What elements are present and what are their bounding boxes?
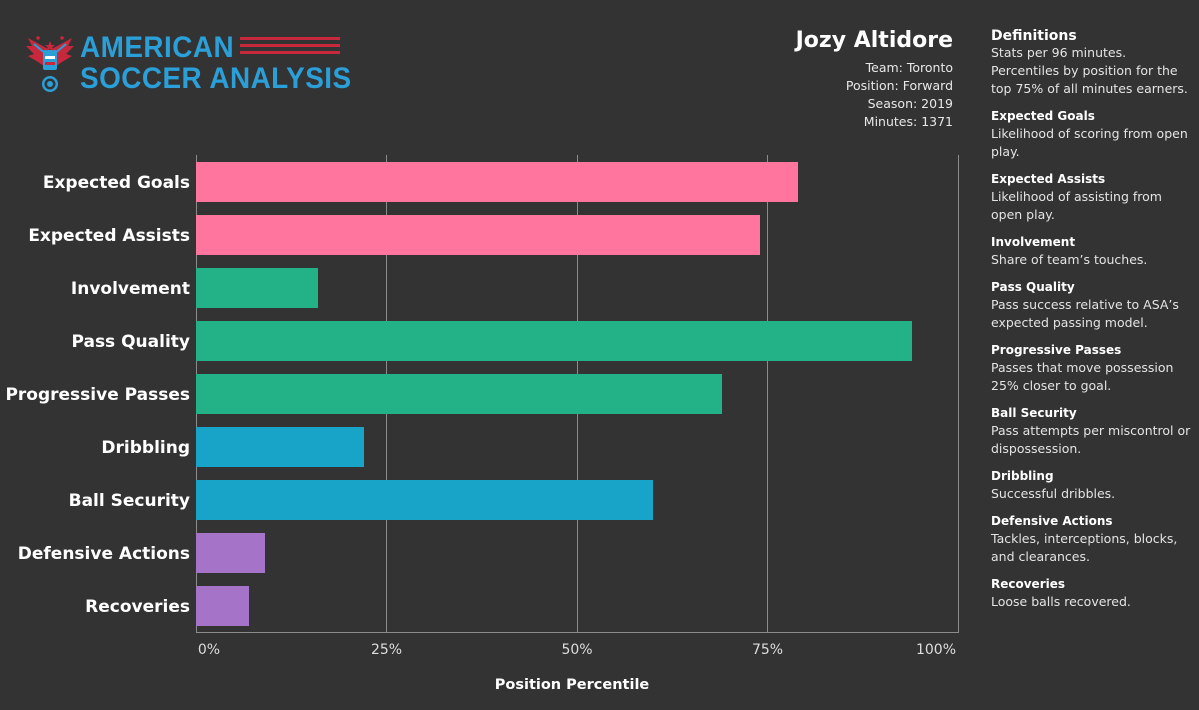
- definition-text: Passes that move possession 25% closer t…: [991, 360, 1174, 393]
- definition-text: Likelihood of scoring from open play.: [991, 126, 1188, 159]
- bar: [196, 268, 318, 308]
- player-season: Season: 2019: [867, 96, 953, 111]
- gridline-100: [957, 155, 959, 633]
- definition-text: Likelihood of assisting from open play.: [991, 189, 1162, 222]
- bar: [196, 321, 913, 361]
- bar: [196, 480, 654, 520]
- definition-item: Pass Quality Pass success relative to ASA…: [991, 279, 1195, 332]
- category-label: Dribbling: [101, 438, 190, 458]
- bar: [196, 162, 798, 202]
- definition-term: Expected Assists: [991, 172, 1106, 186]
- category-label: Pass Quality: [71, 332, 190, 352]
- definition-text: Pass attempts per miscontrol or disposse…: [991, 423, 1191, 456]
- gridline-75: [767, 155, 768, 633]
- definition-text: Loose balls recovered.: [991, 594, 1131, 609]
- eagle-emblem-icon: [26, 36, 74, 92]
- player-position: Position: Forward: [845, 78, 953, 93]
- definition-term: Ball Security: [991, 406, 1077, 420]
- logo-line-2: SOCCER ANALYSIS: [80, 62, 352, 95]
- definition-term: Pass Quality: [991, 280, 1075, 294]
- bar: [196, 586, 250, 626]
- category-label: Defensive Actions: [17, 544, 190, 564]
- category-label: Expected Goals: [42, 173, 190, 193]
- logo-line-1: AMERICAN: [80, 31, 235, 64]
- definition-term: Recoveries: [991, 577, 1066, 591]
- player-name: Jozy Altidore: [795, 28, 953, 53]
- x-tick-label: 75%: [751, 642, 784, 658]
- player-info: Jozy Altidore Team: Toronto Position: Fo…: [796, 28, 953, 131]
- definition-item: Recoveries Loose balls recovered.: [991, 576, 1195, 611]
- category-label: Ball Security: [68, 491, 190, 511]
- definitions-panel: Definitions Stats per 96 minutes. Percen…: [991, 28, 1195, 611]
- definition-term: Progressive Passes: [991, 343, 1122, 357]
- bar: [196, 427, 364, 467]
- definition-term: Involvement: [991, 235, 1076, 249]
- x-tick-label: 100%: [915, 642, 957, 658]
- definition-item: Expected Assists Likelihood of assisting …: [991, 171, 1195, 224]
- logo-wordmark: AMERICAN SOCCER ANALYSIS: [80, 32, 372, 94]
- asa-logo: AMERICAN SOCCER ANALYSIS: [24, 32, 354, 98]
- percentile-bar-chart: Position Percentile 0% 25% 50% 75% 100% Expec…: [0, 150, 975, 710]
- definition-item: Defensive Actions Tackles, interceptions,…: [991, 513, 1195, 566]
- definition-term: Defensive Actions: [991, 514, 1113, 528]
- bar: [196, 215, 760, 255]
- bar: [196, 533, 265, 573]
- definition-term: Expected Goals: [991, 109, 1095, 123]
- category-label: Recoveries: [85, 597, 190, 617]
- player-minutes: Minutes: 1371: [863, 114, 953, 129]
- definition-term: Dribbling: [991, 469, 1054, 483]
- definition-item: Involvement Share of team’s touches.: [991, 234, 1195, 269]
- definition-text: Pass success relative to ASA’s expected …: [991, 297, 1179, 330]
- definition-item: Dribbling Successful dribbles.: [991, 468, 1195, 503]
- logo-stripes: [240, 37, 340, 58]
- definitions-intro: Stats per 96 minutes. Percentiles by pos…: [991, 45, 1188, 96]
- definition-text: Share of team’s touches.: [991, 252, 1148, 267]
- category-label: Involvement: [70, 279, 190, 299]
- definition-item: Progressive Passes Passes that move posse…: [991, 342, 1195, 395]
- x-tick-label: 0%: [197, 642, 221, 658]
- definition-item: Ball Security Pass attempts per miscontro…: [991, 405, 1195, 458]
- x-tick-label: 50%: [561, 642, 593, 658]
- x-axis-title: Position Percentile: [494, 677, 650, 693]
- definition-text: Tackles, interceptions, blocks, and clea…: [991, 531, 1178, 564]
- definition-item: Expected Goals Likelihood of scoring from…: [991, 108, 1195, 161]
- definition-text: Successful dribbles.: [991, 486, 1116, 501]
- bar: [196, 374, 722, 414]
- definitions-title: Definitions: [991, 28, 1077, 44]
- category-label: Progressive Passes: [5, 385, 190, 405]
- category-label: Expected Assists: [28, 226, 190, 246]
- x-tick-label: 25%: [370, 642, 403, 658]
- player-team: Team: Toronto: [865, 60, 953, 75]
- definitions-list: Expected Goals Likelihood of scoring from…: [991, 108, 1195, 611]
